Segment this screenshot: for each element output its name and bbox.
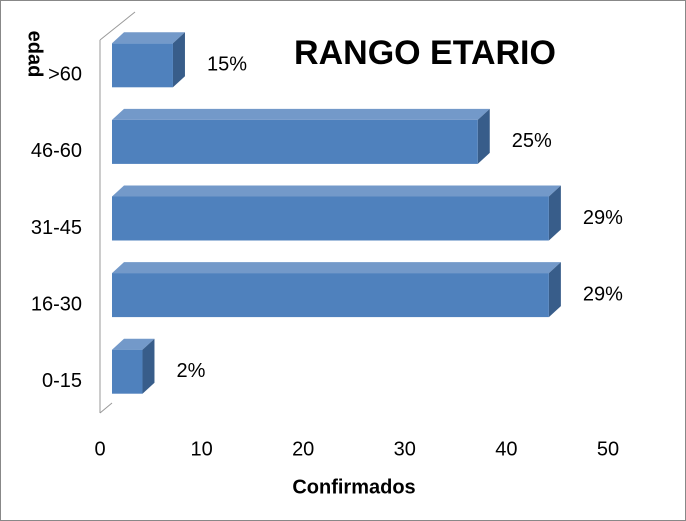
data-label: 15% xyxy=(207,54,247,76)
bar-top xyxy=(112,338,155,350)
y-axis-label: edad xyxy=(24,31,46,78)
y-tick-label: 16-30 xyxy=(31,293,82,315)
x-tick-label: 30 xyxy=(394,438,416,460)
bar-top xyxy=(112,32,185,44)
data-label: 29% xyxy=(583,283,623,305)
y-tick-label: >60 xyxy=(48,64,82,86)
bar-side xyxy=(548,185,561,241)
bar xyxy=(112,273,549,318)
bar-side xyxy=(142,338,155,394)
bar-side xyxy=(548,262,561,318)
bar xyxy=(112,43,173,88)
bar xyxy=(112,349,143,394)
bar-top xyxy=(112,185,561,197)
x-tick-label: 0 xyxy=(94,438,105,460)
x-tick-label: 40 xyxy=(495,438,517,460)
axis-floor xyxy=(99,402,113,414)
data-label: 25% xyxy=(512,130,552,152)
bar xyxy=(112,196,549,241)
x-tick-label: 20 xyxy=(292,438,314,460)
y-tick-label: 46-60 xyxy=(31,140,82,162)
data-label: 2% xyxy=(176,360,205,382)
bar xyxy=(112,119,478,164)
axis-wall xyxy=(99,11,136,41)
bar-top xyxy=(112,108,490,120)
data-label: 29% xyxy=(583,207,623,229)
y-tick-label: 31-45 xyxy=(31,217,82,239)
x-tick-label: 50 xyxy=(597,438,619,460)
x-tick-label: 10 xyxy=(190,438,212,460)
x-axis-label: Confirmados xyxy=(292,476,415,498)
y-tick-label: 0-15 xyxy=(42,370,82,392)
bar-side xyxy=(477,108,490,164)
chart-title: RANGO ETARIO xyxy=(294,34,556,72)
bar-side xyxy=(172,32,185,88)
bar-top xyxy=(112,262,561,274)
